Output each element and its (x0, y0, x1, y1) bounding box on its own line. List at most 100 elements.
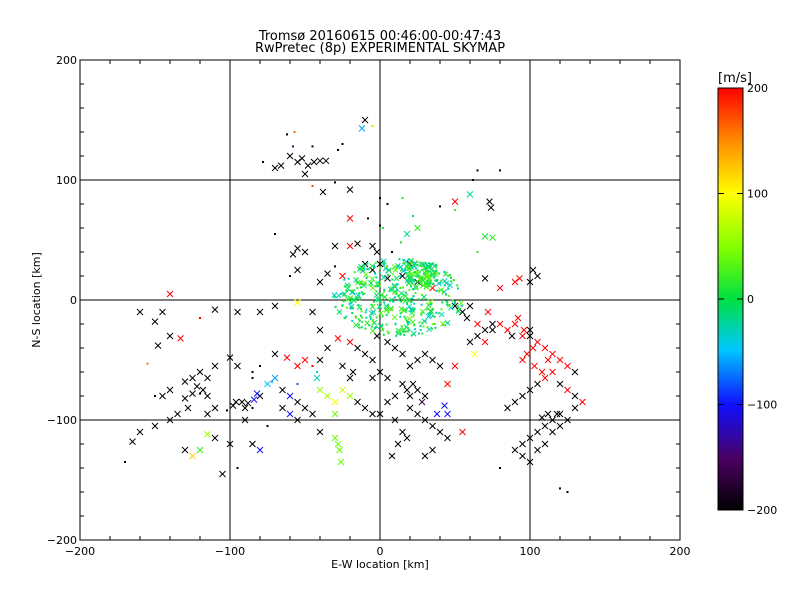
echo-dot-marker (398, 258, 401, 261)
echo-dot-marker (379, 301, 382, 304)
echo-x-marker (519, 356, 526, 364)
echo-x-marker (229, 402, 237, 409)
echo-dot-marker (448, 274, 451, 277)
echo-x-marker (447, 282, 453, 289)
echo-x-marker (426, 282, 433, 289)
echo-x-marker (346, 374, 354, 382)
echo-x-marker (361, 350, 369, 358)
echo-x-marker (211, 404, 219, 412)
echo-dot-marker (426, 269, 429, 272)
echo-x-marker (556, 422, 564, 430)
echo-x-marker (571, 404, 579, 412)
echo-dot-marker (433, 275, 436, 278)
echo-dot-marker (446, 303, 449, 306)
echo-x-marker (436, 280, 442, 287)
echo-x-marker (541, 344, 549, 352)
echo-x-marker (226, 440, 234, 448)
echo-x-marker (166, 386, 174, 394)
echo-x-marker (504, 404, 511, 412)
echo-dot-marker (415, 280, 418, 283)
echo-dot-marker (445, 293, 448, 296)
echo-x-marker (438, 287, 444, 293)
echo-x-marker (316, 428, 324, 436)
echo-x-marker (511, 320, 519, 328)
echo-dot-marker (421, 311, 424, 314)
echo-dot-marker (378, 271, 381, 274)
echo-dot-marker (425, 272, 428, 275)
echo-x-marker (369, 263, 376, 269)
echo-x-marker (466, 302, 474, 310)
echo-dot-marker (342, 292, 345, 295)
echo-x-marker (415, 270, 421, 277)
echo-x-marker (324, 270, 331, 277)
echo-dot-marker (382, 263, 385, 266)
echo-dot-marker (367, 268, 370, 271)
echo-dot-marker (420, 284, 423, 287)
echo-x-marker (375, 280, 382, 287)
echo-dot-marker (386, 330, 389, 333)
colorbar-tick-label: 100 (747, 188, 768, 201)
echo-dot-marker (379, 224, 381, 227)
echo-dot-marker (453, 301, 456, 304)
echo-x-marker (534, 272, 541, 280)
echo-x-marker (516, 275, 523, 282)
echo-dot-marker (393, 284, 396, 287)
echo-x-marker (484, 308, 492, 316)
echo-x-marker (388, 452, 396, 460)
echo-x-marker (423, 284, 430, 290)
echo-x-marker (519, 440, 526, 448)
echo-x-marker (322, 157, 330, 165)
echo-dot-marker (289, 275, 291, 277)
echo-x-marker (189, 452, 196, 460)
echo-x-marker (451, 302, 459, 310)
echo-x-marker (294, 416, 301, 424)
echo-dot-marker (311, 365, 314, 367)
echo-dot-marker (373, 264, 376, 267)
echo-dot-marker (447, 287, 450, 290)
echo-x-marker (489, 234, 496, 241)
echo-dot-marker (356, 277, 359, 280)
echo-dot-marker (381, 315, 384, 318)
echo-dot-marker (413, 280, 416, 283)
echo-x-marker (414, 410, 421, 418)
echo-dot-marker (453, 302, 456, 305)
echo-x-marker (199, 386, 207, 394)
echo-x-marker (486, 198, 493, 205)
echo-dot-marker (409, 278, 412, 281)
colorbar-label: [m/s] (718, 71, 752, 86)
echo-dot-marker (341, 304, 344, 307)
echo-dot-marker (457, 287, 460, 290)
echo-x-marker (136, 428, 144, 436)
echo-x-marker (370, 309, 377, 316)
echo-x-marker (219, 470, 226, 478)
echo-dot-marker (396, 283, 399, 286)
echo-dot-marker (383, 301, 386, 304)
echo-dot-marker (434, 270, 437, 273)
echo-dot-marker (432, 277, 435, 280)
echo-dot-marker (311, 185, 314, 187)
echo-dot-marker (266, 425, 269, 427)
echo-dot-marker (377, 281, 380, 284)
data-points (124, 116, 586, 493)
echo-x-marker (463, 314, 471, 322)
echo-dot-marker (389, 299, 392, 302)
echo-dot-marker (435, 289, 438, 292)
echo-x-marker (376, 260, 384, 268)
echo-dot-marker (370, 284, 373, 287)
echo-dot-marker (379, 197, 381, 199)
echo-x-marker (271, 302, 279, 310)
echo-x-marker (556, 410, 564, 418)
echo-x-marker (271, 350, 279, 358)
echo-x-marker (344, 282, 350, 289)
echo-dot-marker (430, 264, 433, 267)
echo-dot-marker (375, 326, 378, 329)
echo-dot-marker (420, 263, 423, 266)
echo-x-marker (159, 308, 166, 316)
echo-x-marker (414, 224, 421, 232)
echo-x-marker (250, 396, 258, 403)
echo-x-marker (564, 362, 571, 370)
x-tick-label: 200 (670, 545, 691, 558)
echo-dot-marker (401, 286, 404, 289)
echo-dot-marker (360, 291, 363, 294)
echo-x-marker (226, 354, 234, 361)
